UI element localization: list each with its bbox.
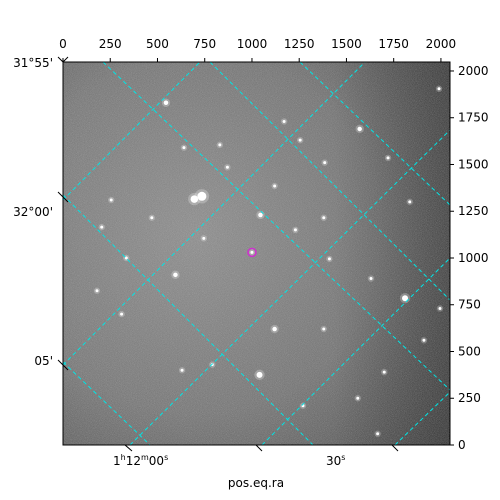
grid-line (261, 257, 450, 445)
dec-tick-mark (62, 364, 69, 371)
dec-tick-mark (62, 196, 69, 203)
top-x-axis: 0 250 500 750 1000 1250 1500 1750 2000 (59, 37, 456, 62)
star (369, 277, 373, 281)
star (327, 257, 331, 261)
top-tick-label: 1750 (378, 37, 409, 51)
right-y-axis: 0 250 500 750 1000 1250 1500 1750 2000 (450, 64, 489, 452)
grid-line (63, 62, 201, 201)
top-tick-label: 0 (59, 37, 67, 51)
star (197, 191, 207, 201)
star (95, 289, 99, 293)
star (109, 198, 113, 202)
star (202, 236, 206, 240)
star (408, 200, 412, 204)
star (120, 312, 124, 316)
star (437, 87, 441, 91)
right-tick-label: 1500 (458, 157, 489, 171)
grid-line (394, 391, 450, 445)
grid-line (63, 361, 151, 445)
top-tick-label: 250 (99, 37, 122, 51)
star (180, 368, 184, 372)
ra-tick-label-30s: 30s (326, 453, 345, 468)
grid-line (102, 62, 450, 391)
ra-tick-mark (255, 444, 263, 452)
star (322, 216, 326, 220)
star (173, 272, 178, 278)
grid-line (63, 62, 366, 366)
left-dec-axis: 31°55' 32°00' 05' (13, 56, 69, 371)
dec-tick-mark (57, 56, 64, 63)
star (100, 225, 104, 229)
star (273, 184, 277, 188)
star (386, 156, 390, 160)
top-tick-label: 2000 (426, 37, 457, 51)
right-tick-label: 2000 (458, 64, 489, 78)
right-tick-label: 250 (458, 391, 481, 405)
right-tick-label: 1750 (458, 111, 489, 125)
right-tick-label: 1000 (458, 251, 489, 265)
dec-tick-mark (57, 191, 64, 198)
right-tick-label: 0 (458, 438, 466, 452)
ra-tick-mark (124, 444, 133, 452)
star (225, 165, 229, 169)
star (258, 212, 263, 218)
star (150, 216, 154, 220)
star (357, 126, 362, 132)
star (422, 338, 426, 342)
grid-line (129, 129, 450, 445)
star (182, 146, 186, 150)
ra-tick-label-1h12m00s: 1h12m00s (113, 453, 168, 468)
dec-tick-mark (57, 359, 64, 366)
top-tick-label: 1000 (237, 37, 268, 51)
star (163, 100, 169, 106)
top-tick-label: 500 (146, 37, 169, 51)
top-tick-label: 1500 (331, 37, 362, 51)
star (256, 371, 263, 378)
top-tick-label: 750 (193, 37, 216, 51)
ra-tick-mark (391, 444, 399, 452)
star (272, 326, 277, 332)
grid-line (209, 62, 450, 301)
star (298, 138, 302, 142)
right-tick-label: 500 (458, 344, 481, 358)
star (124, 256, 128, 260)
grid-line (63, 194, 314, 445)
star (376, 432, 380, 436)
bottom-ra-axis: 1h12m00s 30s pos.eq.ra (113, 444, 399, 490)
right-tick-label: 1250 (458, 204, 489, 218)
dec-tick-label-05: 05' (34, 354, 53, 368)
star (402, 295, 409, 302)
target-circle-marker (247, 247, 257, 258)
dec-tick-mark (62, 56, 69, 63)
coordinate-grid (63, 62, 450, 445)
dec-tick-label-31-55: 31°55' (13, 56, 53, 70)
star (438, 306, 442, 310)
dec-tick-label-32-00: 32°00' (13, 205, 53, 219)
top-tick-label: 1250 (284, 37, 315, 51)
star (323, 161, 327, 165)
star (293, 228, 297, 232)
star (282, 119, 286, 123)
star (218, 143, 222, 147)
star (322, 327, 326, 331)
x-axis-title: pos.eq.ra (228, 476, 284, 490)
star-field (93, 85, 444, 437)
right-tick-label: 750 (458, 298, 481, 312)
star (382, 370, 386, 374)
star (190, 195, 199, 203)
star (356, 396, 360, 400)
star (250, 250, 254, 254)
